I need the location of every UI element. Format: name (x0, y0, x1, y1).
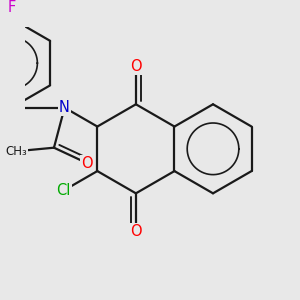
Text: Cl: Cl (56, 183, 70, 198)
Text: O: O (130, 59, 142, 74)
Text: O: O (130, 224, 142, 239)
Text: CH₃: CH₃ (5, 145, 27, 158)
Text: F: F (8, 0, 16, 15)
Text: N: N (59, 100, 70, 115)
Text: O: O (82, 156, 93, 171)
